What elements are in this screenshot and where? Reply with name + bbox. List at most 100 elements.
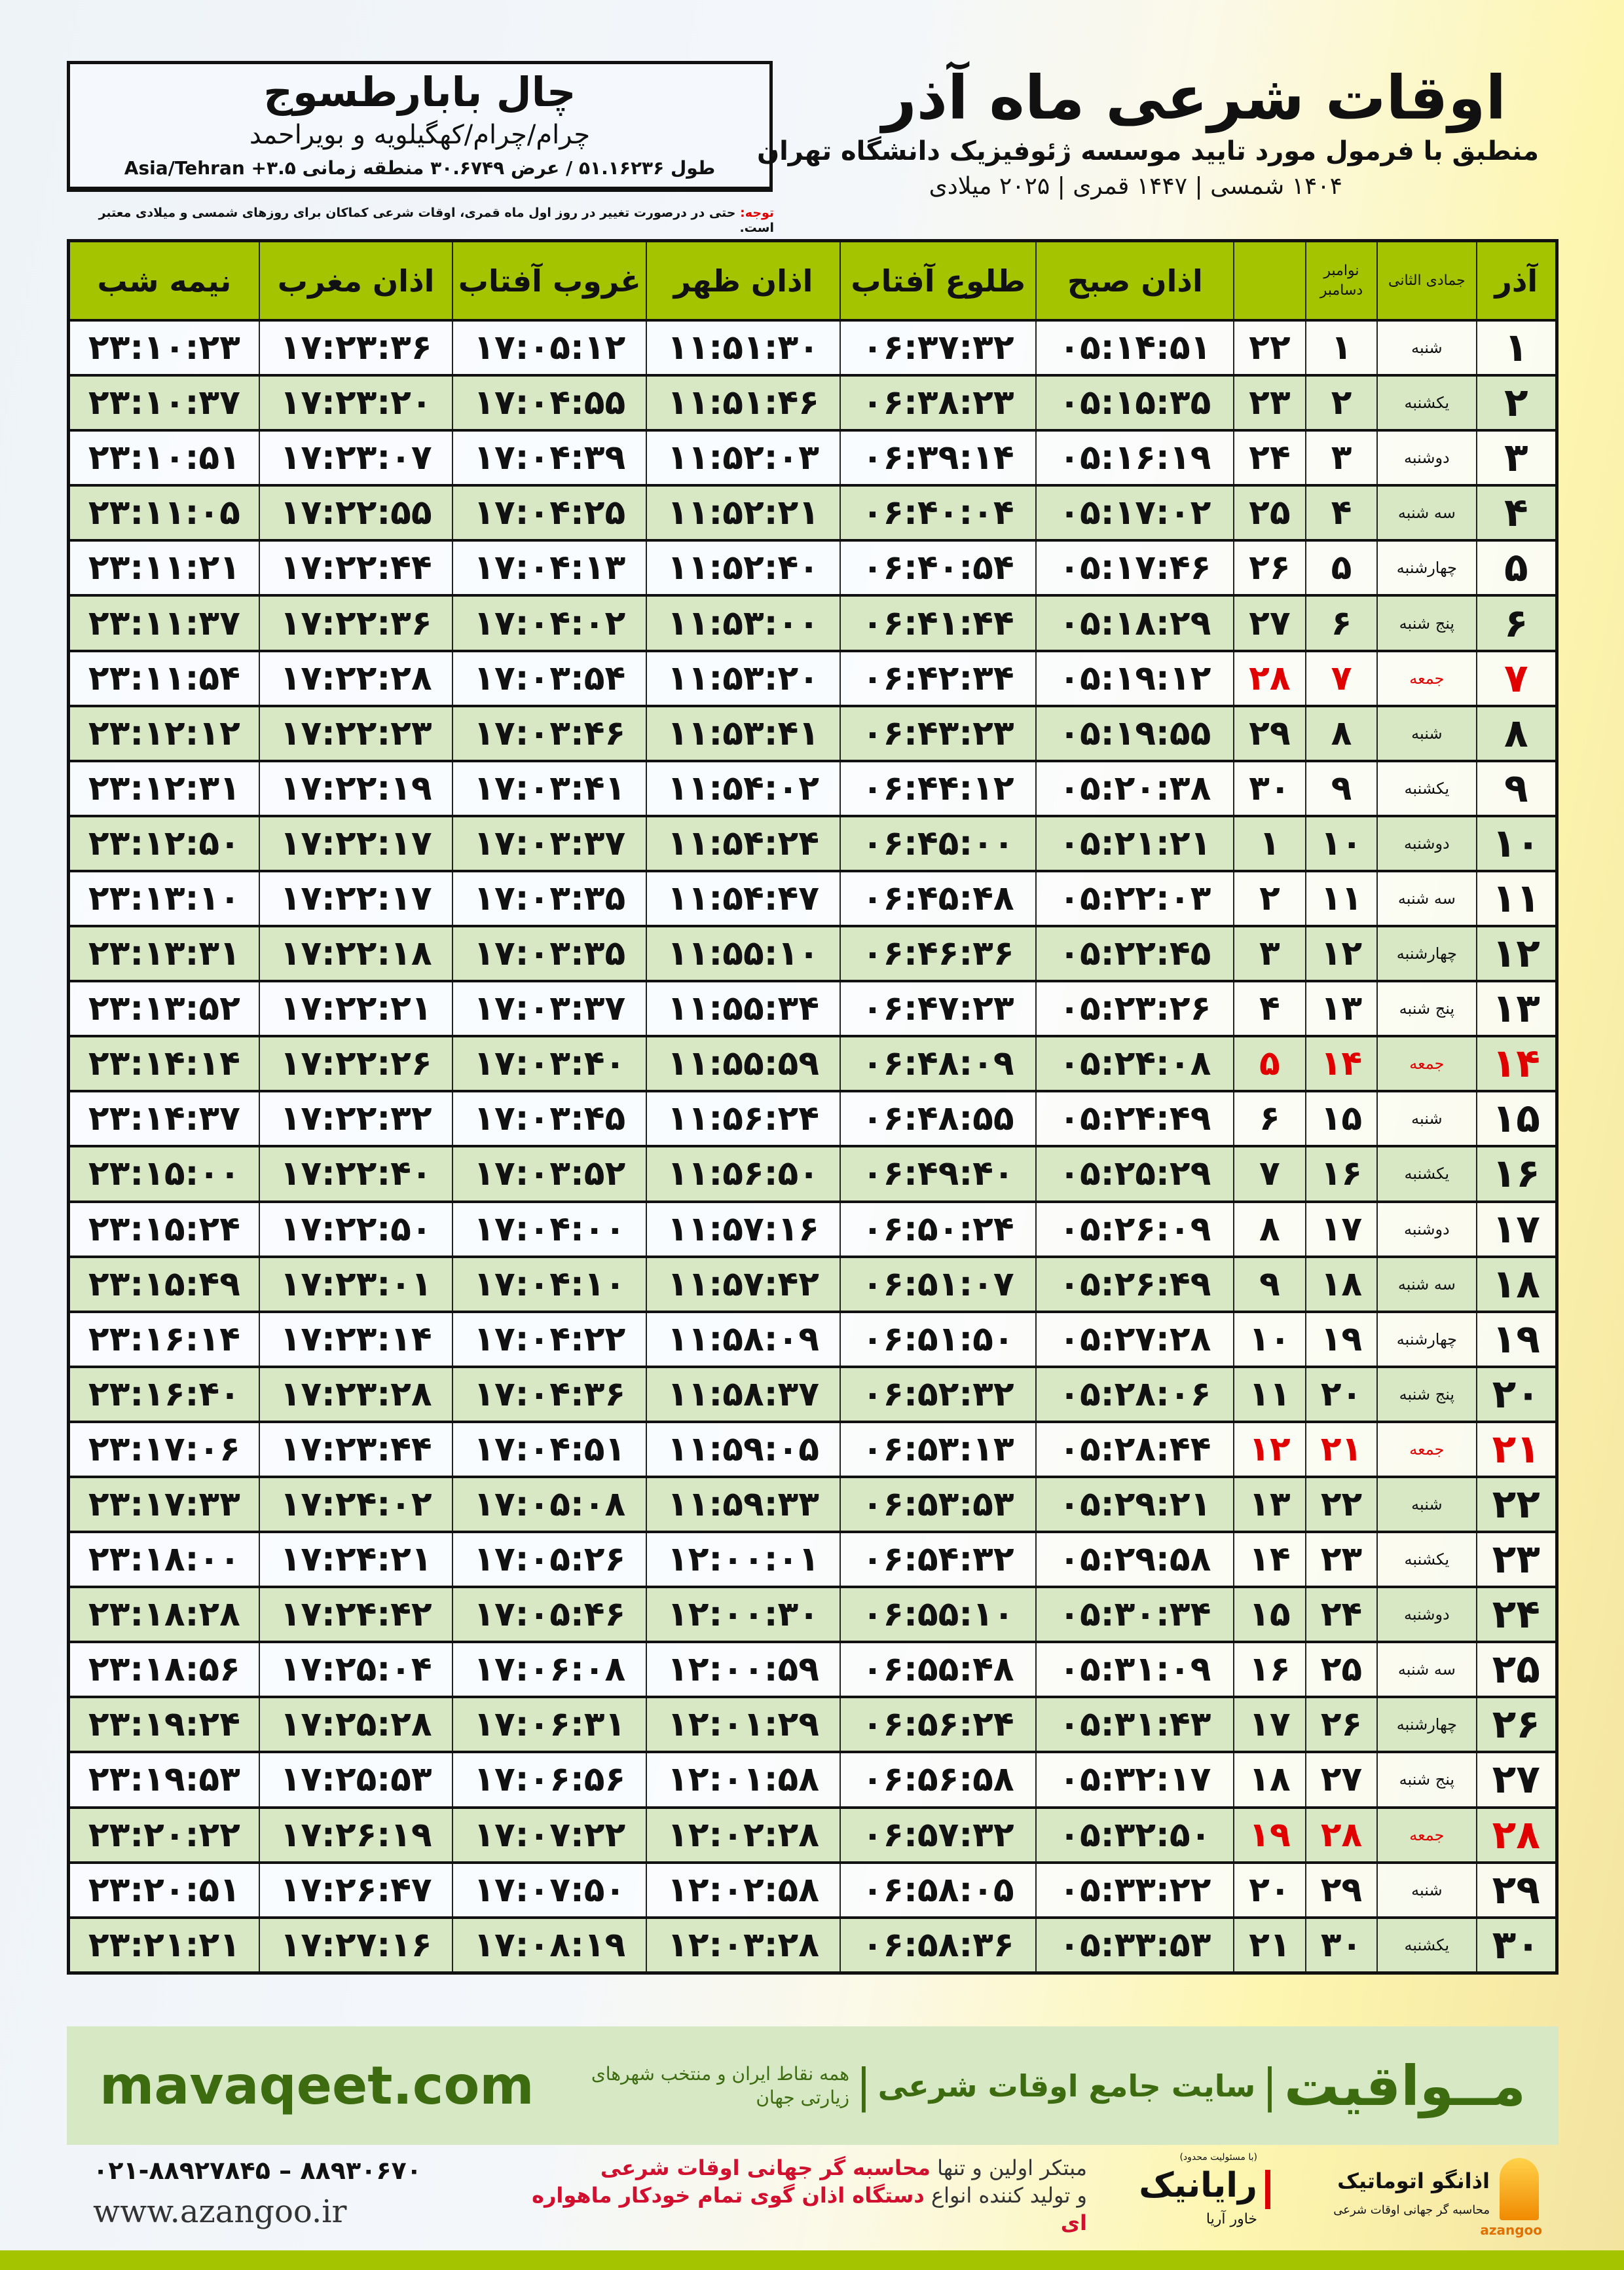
dhuhr-time: ۱۲:۰۲:۲۸ xyxy=(646,1808,840,1861)
footer-description: مبتکر اولین و تنها محاسبه گر جهانی اوقات… xyxy=(524,2154,1087,2237)
day-number: ۵ xyxy=(1475,542,1555,595)
midnight-time: ۲۳:۱۲:۵۰ xyxy=(88,823,240,863)
fajr-time: ۰۵:۲۶:۴۹ xyxy=(1035,1257,1233,1311)
banner-url[interactable]: mavaqeet.com xyxy=(100,2055,534,2116)
day-number: ۱۰ xyxy=(1475,817,1555,870)
sunset-time: ۱۷:۰۳:۵۴ xyxy=(452,652,646,705)
sunrise-time: ۰۶:۵۱:۰۷ xyxy=(839,1257,1036,1311)
page-title: اوقات شرعی ماه آذر xyxy=(881,63,1506,133)
sunset-time: ۱۷:۰۴:۵۱ xyxy=(452,1423,646,1476)
table-row: ۱ شنبه ۱ ۲۲ ۰۵:۱۴:۵۱ ۰۶:۳۷:۳۲ ۱۱:۵۱:۳۰ ۱۷:۰۵:۱۲… xyxy=(70,319,1555,375)
sunset-time: ۱۷:۰۶:۳۱ xyxy=(452,1698,646,1751)
midnight-time: ۲۳:۱۵:۲۴ xyxy=(88,1209,240,1249)
dhuhr-time: ۱۲:۰۳:۲۸ xyxy=(646,1918,840,1971)
table-row: ۴ سه شنبه ۴ ۲۵ ۰۵:۱۷:۰۲ ۰۶:۴۰:۰۴ ۱۱:۵۲:۲۱ ۱۷:۰۴… xyxy=(70,484,1555,540)
hijri-day: ۱۳ xyxy=(1304,982,1377,1035)
sunset-time: ۱۷:۰۵:۰۸ xyxy=(452,1478,646,1531)
midnight-time: ۲۳:۱۴:۳۷ xyxy=(88,1099,240,1139)
hijri-day: ۳ xyxy=(1304,432,1377,485)
col-midnight: نیمه شب xyxy=(97,263,232,299)
weekday: پنج شنبه xyxy=(1376,982,1475,1035)
gregorian-day: ۳۰ xyxy=(1233,762,1305,815)
midnight-time: ۲۳:۱۹:۵۳ xyxy=(88,1760,240,1800)
day-number: ۱۸ xyxy=(1475,1257,1555,1311)
table-row: ۱۹ چهارشنبه ۱۹ ۱۰ ۰۵:۲۷:۲۸ ۰۶:۵۱:۵۰ ۱۱:۵۸:۰۹ ۱۷… xyxy=(70,1310,1555,1366)
day-number: ۲۴ xyxy=(1475,1588,1555,1641)
midnight-time: ۲۳:۱۹:۲۴ xyxy=(88,1705,240,1745)
day-number: ۱۲ xyxy=(1475,927,1555,980)
day-number: ۴ xyxy=(1475,487,1555,540)
mavaqeet-banner[interactable]: مــواقیت | سایت جامع اوقات شرعی | همه نق… xyxy=(67,2026,1559,2145)
maghrib-time: ۱۷:۲۲:۲۸ xyxy=(258,652,452,705)
fajr-time: ۰۵:۲۵:۲۹ xyxy=(1035,1147,1233,1200)
dhuhr-time: ۱۱:۵۸:۳۷ xyxy=(646,1368,840,1421)
col-sunset: غروب آفتاب xyxy=(452,242,646,319)
sunset-time: ۱۷:۰۴:۳۶ xyxy=(452,1368,646,1421)
sunset-time: ۱۷:۰۳:۳۵ xyxy=(452,927,646,980)
fajr-time: ۰۵:۳۰:۳۴ xyxy=(1035,1588,1233,1641)
midnight-time: ۲۳:۱۷:۰۶ xyxy=(88,1429,240,1469)
maghrib-time: ۱۷:۲۲:۴۰ xyxy=(258,1147,452,1200)
col-dhuhr: اذان ظهر xyxy=(646,242,840,319)
gregorian-day: ۸ xyxy=(1233,1202,1305,1256)
sunset-time: ۱۷:۰۴:۲۲ xyxy=(452,1312,646,1366)
table-row: ۲۲ شنبه ۲۲ ۱۳ ۰۵:۲۹:۲۱ ۰۶:۵۳:۵۳ ۱۱:۵۹:۳۳ ۱۷:۰۵:… xyxy=(70,1475,1555,1531)
day-number: ۱۱ xyxy=(1475,872,1555,925)
weekday: سه شنبه xyxy=(1376,487,1475,540)
table-row: ۲۰ پنج شنبه ۲۰ ۱۱ ۰۵:۲۸:۰۶ ۰۶:۵۲:۳۲ ۱۱:۵۸:۳۷ ۱۷… xyxy=(70,1365,1555,1421)
hijri-day: ۶ xyxy=(1304,597,1377,650)
table-row: ۲۵ سه شنبه ۲۵ ۱۶ ۰۵:۳۱:۰۹ ۰۶:۵۵:۴۸ ۱۲:۰۰:۵۹ ۱۷:… xyxy=(70,1641,1555,1696)
day-number: ۲۶ xyxy=(1475,1698,1555,1751)
dhuhr-time: ۱۱:۵۵:۵۹ xyxy=(646,1037,840,1090)
midnight-time: ۲۳:۱۶:۴۰ xyxy=(88,1374,240,1414)
col-spacer xyxy=(1233,242,1305,319)
website-link[interactable]: www.azangoo.ir xyxy=(93,2193,347,2230)
midnight-time: ۲۳:۱۰:۳۷ xyxy=(88,383,240,423)
fajr-time: ۰۵:۲۹:۲۱ xyxy=(1035,1478,1233,1531)
sunset-time: ۱۷:۰۴:۰۰ xyxy=(452,1202,646,1256)
dhuhr-time: ۱۲:۰۰:۰۱ xyxy=(646,1533,840,1586)
midnight-time: ۲۳:۱۸:۵۶ xyxy=(88,1650,240,1690)
gregorian-day: ۲۹ xyxy=(1233,707,1305,760)
gregorian-day: ۹ xyxy=(1233,1257,1305,1311)
maghrib-time: ۱۷:۲۲:۵۵ xyxy=(258,487,452,540)
day-number: ۷ xyxy=(1475,652,1555,705)
sunrise-time: ۰۶:۵۸:۳۶ xyxy=(839,1918,1036,1971)
dhuhr-time: ۱۱:۵۷:۴۲ xyxy=(646,1257,840,1311)
sunset-time: ۱۷:۰۳:۴۵ xyxy=(452,1092,646,1145)
col-greg: نوامبر دسامبر xyxy=(1304,242,1377,319)
maghrib-time: ۱۷:۲۲:۴۴ xyxy=(258,542,452,595)
desc-line2-red: دستگاه اذان گوی تمام خودکار ماهواره ای xyxy=(532,2183,1087,2235)
gregorian-day: ۲۳ xyxy=(1233,377,1305,430)
dhuhr-time: ۱۱:۵۴:۴۷ xyxy=(646,872,840,925)
maghrib-time: ۱۷:۲۳:۳۶ xyxy=(258,322,452,375)
table-row: ۱۲ چهارشنبه ۱۲ ۳ ۰۵:۲۲:۴۵ ۰۶:۴۶:۳۶ ۱۱:۵۵:۱۰ ۱۷:… xyxy=(70,925,1555,980)
weekday: سه شنبه xyxy=(1376,1257,1475,1311)
sunrise-time: ۰۶:۵۵:۱۰ xyxy=(839,1588,1036,1641)
day-number: ۱۶ xyxy=(1475,1147,1555,1200)
maghrib-time: ۱۷:۲۳:۱۴ xyxy=(258,1312,452,1366)
sunrise-time: ۰۶:۴۴:۱۲ xyxy=(839,762,1036,815)
gregorian-day: ۲ xyxy=(1233,872,1305,925)
dhuhr-time: ۱۲:۰۰:۳۰ xyxy=(646,1588,840,1641)
hijri-day: ۲ xyxy=(1304,377,1377,430)
dhuhr-time: ۱۱:۵۲:۴۰ xyxy=(646,542,840,595)
hijri-day: ۱۰ xyxy=(1304,817,1377,870)
day-number: ۲۲ xyxy=(1475,1478,1555,1531)
weekday: دوشنبه xyxy=(1376,1202,1475,1256)
fajr-time: ۰۵:۲۲:۰۳ xyxy=(1035,872,1233,925)
hijri-day: ۲۵ xyxy=(1304,1643,1377,1696)
fajr-time: ۰۵:۱۵:۳۵ xyxy=(1035,377,1233,430)
sunrise-time: ۰۶:۵۶:۵۸ xyxy=(839,1753,1036,1806)
sunrise-time: ۰۶:۵۰:۲۴ xyxy=(839,1202,1036,1256)
day-number: ۱۵ xyxy=(1475,1092,1555,1145)
sunset-time: ۱۷:۰۸:۱۹ xyxy=(452,1918,646,1971)
dhuhr-time: ۱۱:۵۷:۱۶ xyxy=(646,1202,840,1256)
fajr-time: ۰۵:۲۴:۰۸ xyxy=(1035,1037,1233,1090)
dhuhr-time: ۱۱:۵۶:۲۴ xyxy=(646,1092,840,1145)
col-hijri: جمادی الثانی xyxy=(1376,242,1475,319)
hijri-day: ۲۷ xyxy=(1304,1753,1377,1806)
hijri-day: ۱۱ xyxy=(1304,872,1377,925)
weekday: یکشنبه xyxy=(1376,1918,1475,1971)
midnight-time: ۲۳:۲۰:۲۲ xyxy=(88,1815,240,1855)
